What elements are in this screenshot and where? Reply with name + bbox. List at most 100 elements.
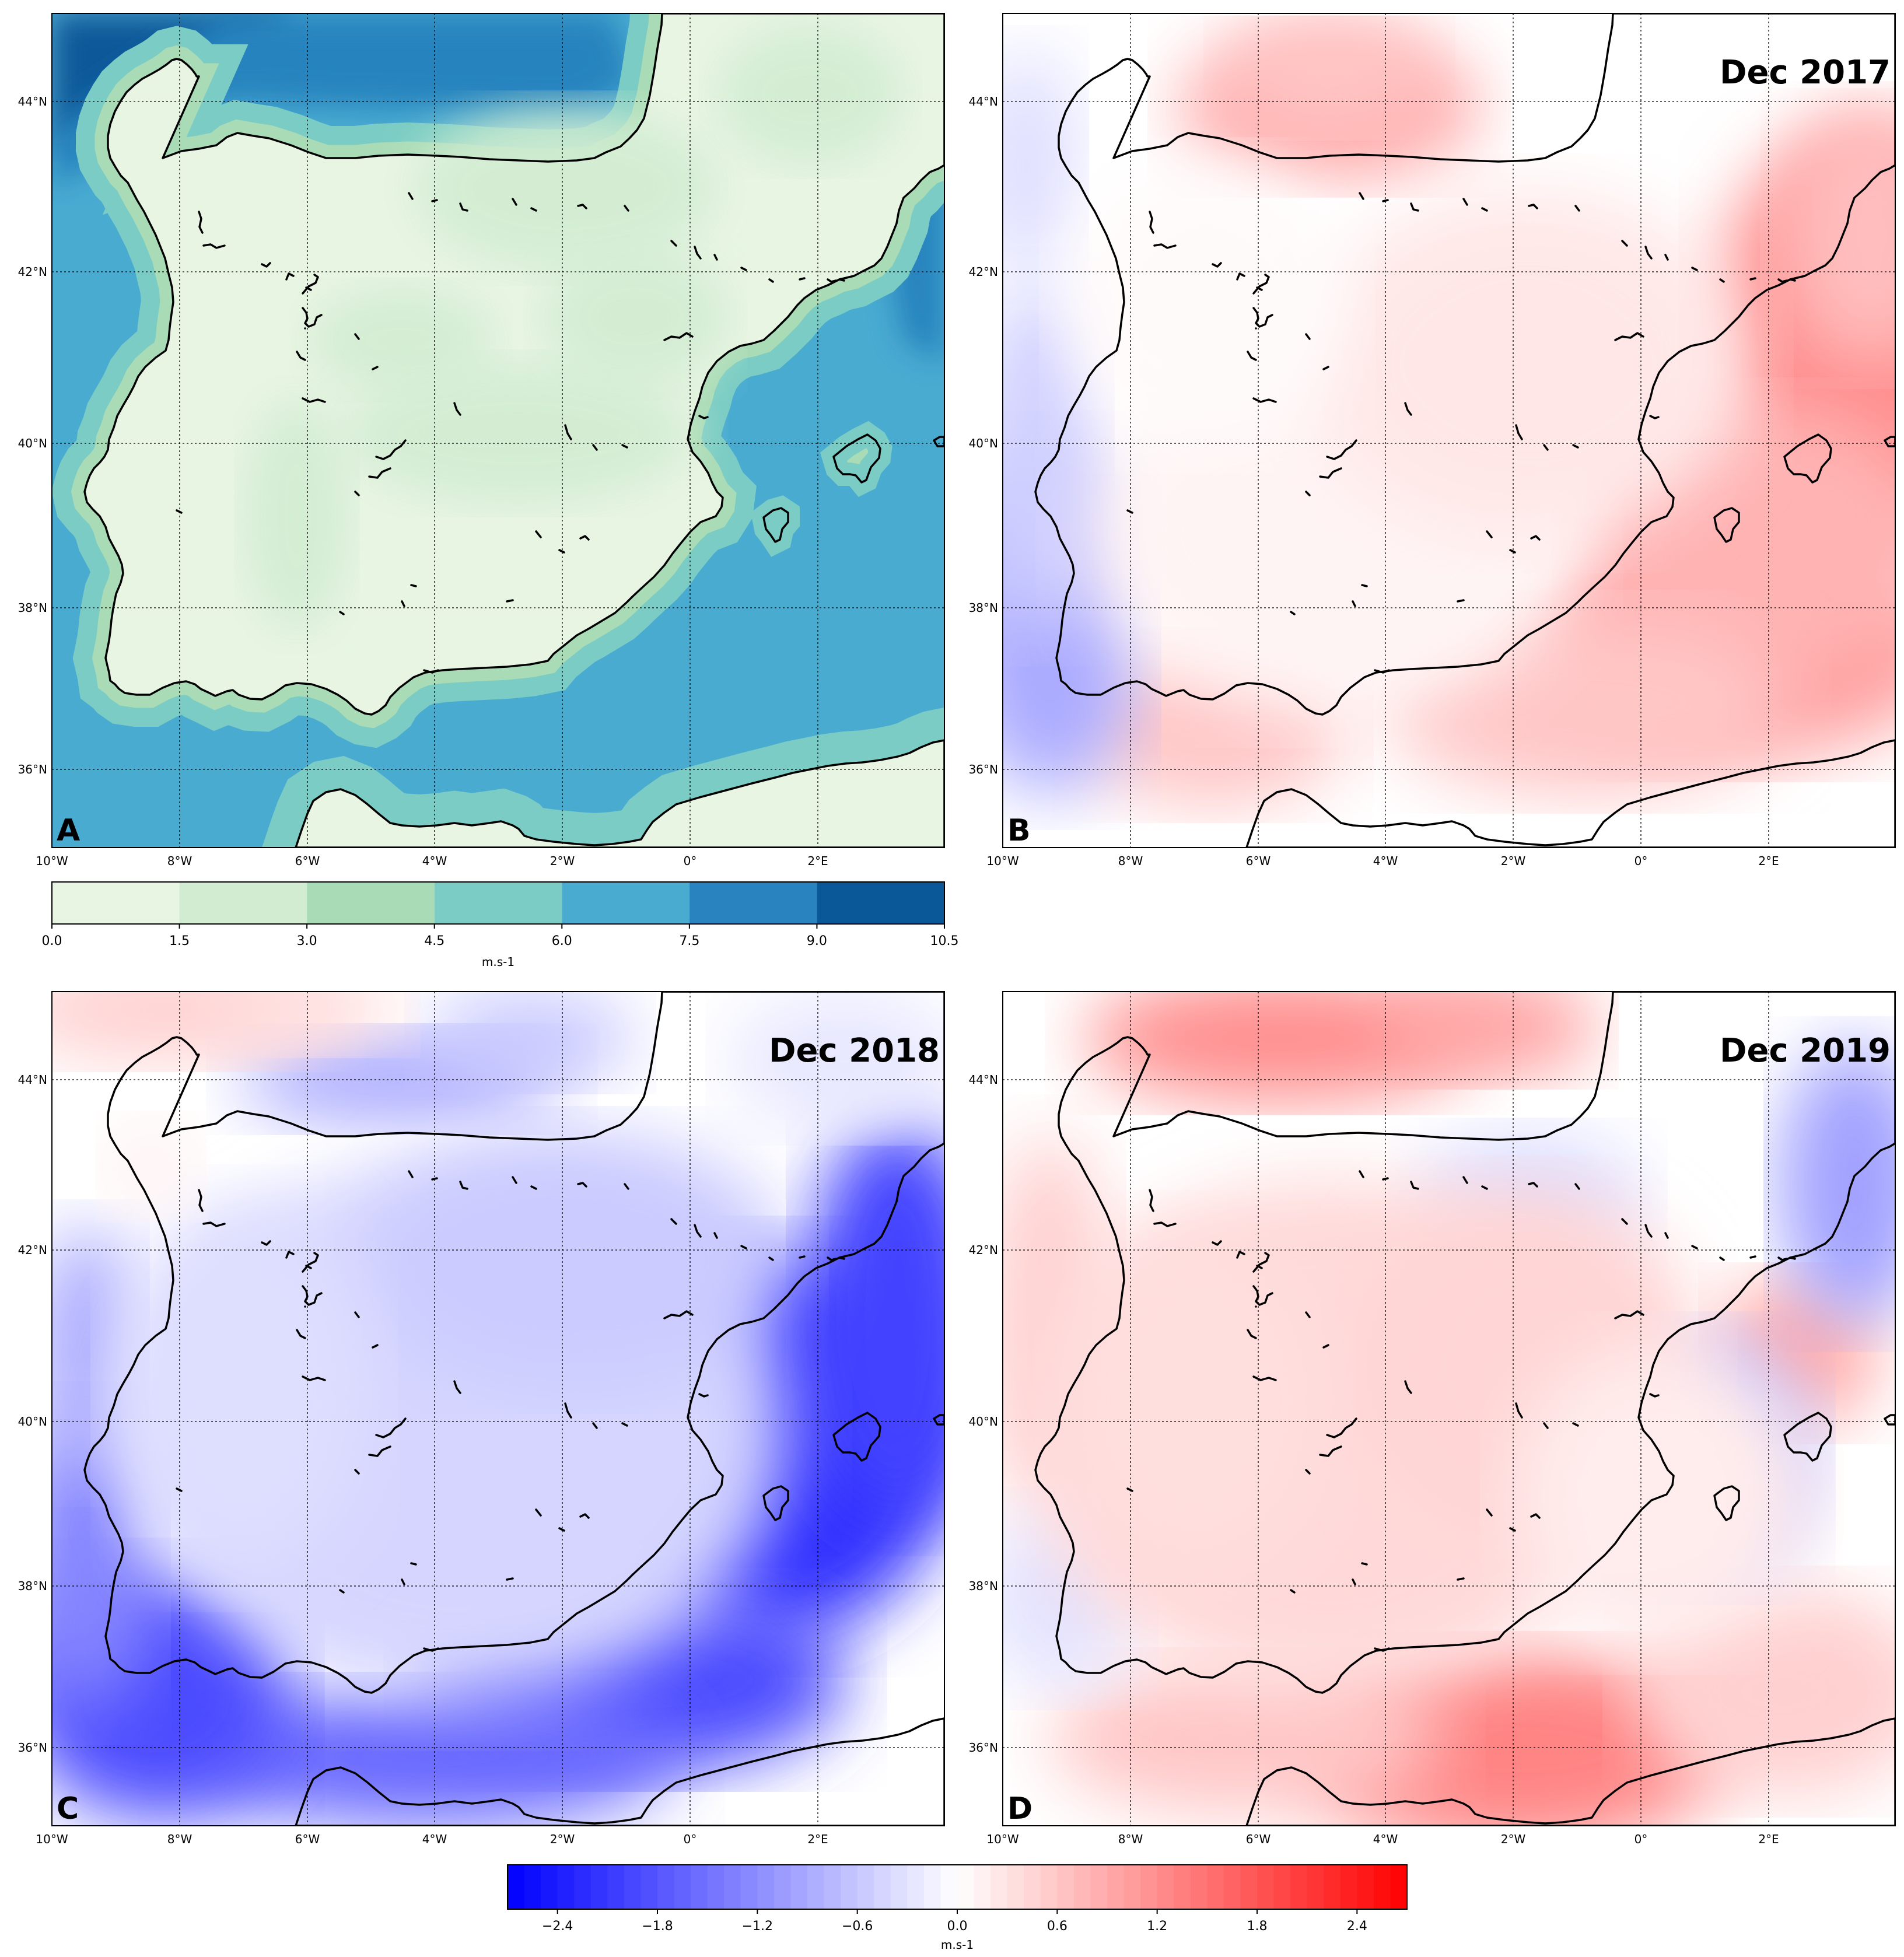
panel-label-b: B <box>1007 813 1031 848</box>
lat-tick-label: 42°N <box>18 265 47 279</box>
lat-tick-label: 42°N <box>969 265 998 279</box>
lon-tick-label: 10°W <box>36 1832 68 1846</box>
colorbar-anomaly-segment <box>707 1865 724 1909</box>
colorbar-anomaly-segment <box>674 1865 691 1909</box>
colorbar-anomaly-segment <box>1190 1865 1208 1909</box>
colorbar-anomaly-tick-label: 0.0 <box>947 1919 968 1934</box>
lat-tick-label: 44°N <box>969 94 998 108</box>
anomaly-patch <box>1049 1662 1446 1814</box>
lon-tick-label: 2°E <box>1758 854 1779 868</box>
colorbar-anomaly-segment <box>574 1865 592 1909</box>
colorbar-anomaly-tick-label: −1.2 <box>742 1919 773 1934</box>
colorbar-anomaly-tick-label: 1.2 <box>1147 1919 1167 1934</box>
lon-tick-label: 0° <box>1634 1832 1648 1846</box>
anomaly-patch <box>1510 1342 1814 1645</box>
lat-tick-label: 42°N <box>18 1243 47 1257</box>
colorbar-anomaly-segment <box>1140 1865 1158 1909</box>
anomaly-patch <box>729 992 944 1132</box>
map-panel-a: 10°W 8°W 6°W 4°W 2°W 0° 2°E 44°N 42°N 40°N 38°N 36°… <box>18 13 945 868</box>
interior-patch <box>244 398 349 632</box>
colorbar-anomaly-segment <box>1240 1865 1258 1909</box>
lat-tick-label: 36°N <box>969 762 998 776</box>
colorbar-anomaly-tick-label: −2.4 <box>542 1919 573 1934</box>
lat-tick-label: 40°N <box>969 436 998 450</box>
colorbar-anomaly-segment <box>508 1865 525 1909</box>
colorbar-mean-segment <box>689 882 817 924</box>
colorbar-anomaly-unit: m.s-1 <box>941 1938 974 1952</box>
colorbar-anomaly-segment <box>1373 1865 1391 1909</box>
colorbar-anomaly-segment <box>541 1865 558 1909</box>
colorbar-anomaly-segment <box>1024 1865 1041 1909</box>
colorbar-anomaly-segment <box>1223 1865 1241 1909</box>
panel-title-d: Dec 2019 <box>1720 1032 1891 1070</box>
colorbar-anomaly-segment <box>790 1865 808 1909</box>
anomaly-patch <box>1061 1225 1329 1575</box>
colorbar-anomaly-segment <box>524 1865 541 1909</box>
colorbar-mean-segment <box>817 882 944 924</box>
colorbar-mean-tick-label: 9.0 <box>807 934 827 948</box>
lon-tick-label: 2°E <box>807 854 828 868</box>
lon-tick-label: 8°W <box>167 1832 192 1846</box>
colorbar-anomaly-segment <box>624 1865 642 1909</box>
colorbar-anomaly-segment <box>740 1865 758 1909</box>
anomaly-patch <box>1224 25 1434 130</box>
lon-tick-label: 2°W <box>550 854 575 868</box>
interior-patch <box>542 247 729 387</box>
colorbar-anomaly-segment <box>607 1865 625 1909</box>
colorbar-anomaly-segment <box>1324 1865 1341 1909</box>
colorbar-anomaly-segment <box>590 1865 608 1909</box>
colorbar-mean-frame <box>51 881 945 925</box>
colorbar-anomaly-segment <box>1207 1865 1224 1909</box>
colorbar-anomaly-segment <box>557 1865 575 1909</box>
anomaly-patch <box>1779 1044 1895 1324</box>
lat-tick-label: 44°N <box>18 94 47 108</box>
colorbar-anomaly-segment <box>1124 1865 1141 1909</box>
lon-tick-label: 8°W <box>1118 854 1143 868</box>
colorbar-anomaly-segment <box>957 1865 975 1909</box>
colorbar-anomaly-tick-label: −1.8 <box>642 1919 673 1934</box>
anomaly-patch <box>52 1225 139 1482</box>
lon-tick-label: 0° <box>684 854 697 868</box>
lat-tick-label: 40°N <box>18 1415 47 1429</box>
colorbar-anomaly-segment <box>890 1865 908 1909</box>
panel-title-b: Dec 2017 <box>1720 54 1891 92</box>
colorbar-anomaly-tick-label: 2.4 <box>1347 1919 1367 1934</box>
anomaly-patch <box>104 1120 198 1213</box>
lat-tick-label: 44°N <box>969 1073 998 1087</box>
anomaly-patch <box>1388 992 1598 1079</box>
anomaly-patch <box>1067 165 1347 445</box>
lon-tick-label: 4°W <box>1373 854 1398 868</box>
colorbar-anomaly-segment <box>1290 1865 1308 1909</box>
anomaly-patch <box>1084 992 1481 1102</box>
anomaly-patch <box>215 992 402 1050</box>
colorbar-anomaly-segment <box>940 1865 958 1909</box>
map-field-a <box>52 13 944 848</box>
lon-tick-label: 6°W <box>1246 854 1271 868</box>
colorbar-anomaly-segment <box>974 1865 991 1909</box>
colorbar-anomaly-segment <box>841 1865 858 1909</box>
colorbar-mean-tick-label: 3.0 <box>297 934 317 948</box>
colorbar-mean-unit: m.s-1 <box>482 955 514 969</box>
lat-tick-label: 36°N <box>18 1741 47 1755</box>
lat-tick-label: 44°N <box>18 1073 47 1087</box>
interior-patch <box>309 288 495 393</box>
anomaly-patch <box>116 1202 373 1575</box>
lon-tick-label: 0° <box>1634 854 1648 868</box>
map-field-c <box>52 992 944 1826</box>
anomaly-patch <box>1003 48 1079 282</box>
lat-tick-label: 38°N <box>18 1579 47 1593</box>
lon-tick-label: 2°W <box>550 1832 575 1846</box>
lat-tick-label: 36°N <box>969 1741 998 1755</box>
lon-tick-label: 2°W <box>1501 1832 1526 1846</box>
lon-tick-label: 10°W <box>986 1832 1019 1846</box>
anomaly-patch <box>804 1120 944 1517</box>
colorbar-mean-tick-label: 0.0 <box>42 934 62 948</box>
lon-tick-label: 8°W <box>167 854 192 868</box>
panel-label-a: A <box>57 813 80 848</box>
lon-tick-label: 10°W <box>986 854 1019 868</box>
colorbar-mean-segment <box>179 882 307 924</box>
colorbar-anomaly-segment <box>724 1865 741 1909</box>
colorbar-anomaly-segment <box>1273 1865 1291 1909</box>
colorbar-mean-segment <box>52 882 180 924</box>
